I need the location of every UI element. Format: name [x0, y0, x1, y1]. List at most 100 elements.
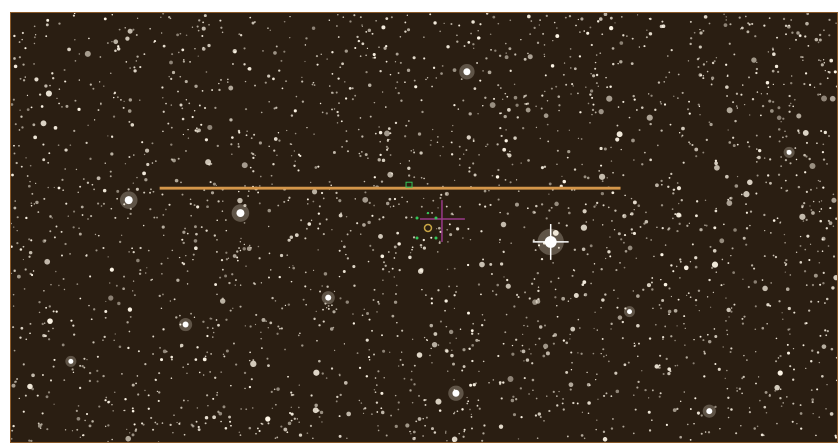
star [511, 352, 515, 356]
image-frame[interactable] [10, 12, 838, 443]
star [354, 94, 357, 97]
star [257, 191, 259, 194]
star [633, 209, 635, 211]
star [153, 41, 156, 44]
star [523, 324, 525, 327]
star [525, 94, 528, 97]
star [791, 31, 794, 34]
star [704, 431, 707, 433]
star [414, 436, 416, 439]
star [761, 279, 764, 281]
star [573, 248, 577, 251]
star [227, 257, 230, 259]
star [322, 197, 325, 200]
target-marker[interactable] [415, 200, 465, 242]
star [325, 112, 328, 115]
star [749, 224, 751, 227]
star [77, 405, 80, 407]
star-field-image[interactable] [11, 13, 837, 442]
star [432, 199, 435, 202]
star [672, 188, 675, 191]
star [64, 168, 66, 170]
star [451, 349, 453, 352]
star [146, 267, 148, 269]
star [645, 237, 648, 240]
star [558, 109, 560, 112]
star [141, 422, 144, 425]
star [125, 36, 130, 41]
star [124, 163, 127, 165]
star [154, 421, 157, 424]
star [294, 233, 299, 238]
star [600, 307, 602, 309]
star [466, 263, 470, 267]
star [577, 18, 579, 21]
star [92, 341, 95, 344]
star [566, 435, 569, 438]
star [237, 129, 241, 133]
star [704, 199, 707, 202]
star [287, 303, 291, 306]
star [349, 20, 352, 23]
star [109, 72, 112, 74]
star [372, 57, 375, 59]
star [156, 390, 159, 393]
star [523, 377, 526, 380]
star [181, 117, 185, 121]
star [194, 246, 198, 251]
star [534, 343, 537, 346]
star [823, 29, 825, 32]
star [751, 57, 757, 63]
star [311, 26, 316, 30]
star [489, 102, 496, 108]
star [203, 189, 206, 192]
star [592, 219, 594, 221]
star [67, 47, 71, 52]
star [791, 75, 793, 77]
star [71, 368, 74, 371]
star [358, 399, 361, 402]
star [579, 31, 581, 33]
star [96, 355, 99, 358]
star [113, 391, 116, 393]
star [362, 196, 369, 203]
star [28, 184, 31, 188]
star [458, 164, 461, 166]
star [485, 145, 487, 148]
star [552, 390, 555, 393]
star [730, 255, 732, 257]
star [570, 93, 572, 95]
star [11, 429, 14, 432]
star [677, 298, 680, 301]
star [377, 429, 380, 432]
star [552, 40, 554, 42]
star [403, 377, 406, 380]
star [545, 14, 548, 18]
star [44, 239, 47, 242]
star [47, 161, 50, 164]
star [616, 131, 623, 138]
star [344, 81, 346, 83]
star [812, 200, 815, 203]
star [189, 60, 191, 63]
star [473, 173, 477, 177]
star [587, 412, 590, 415]
star [514, 53, 517, 56]
star [192, 258, 194, 261]
star [726, 200, 733, 206]
star [766, 322, 768, 325]
star [583, 30, 586, 32]
star [363, 308, 365, 311]
star [785, 33, 787, 36]
star [172, 431, 174, 434]
star [540, 107, 543, 110]
star [566, 156, 569, 159]
star [284, 348, 286, 351]
star [423, 177, 425, 180]
star [182, 399, 185, 402]
star [447, 370, 449, 372]
star [808, 157, 811, 161]
star [232, 63, 234, 65]
star [138, 272, 142, 275]
